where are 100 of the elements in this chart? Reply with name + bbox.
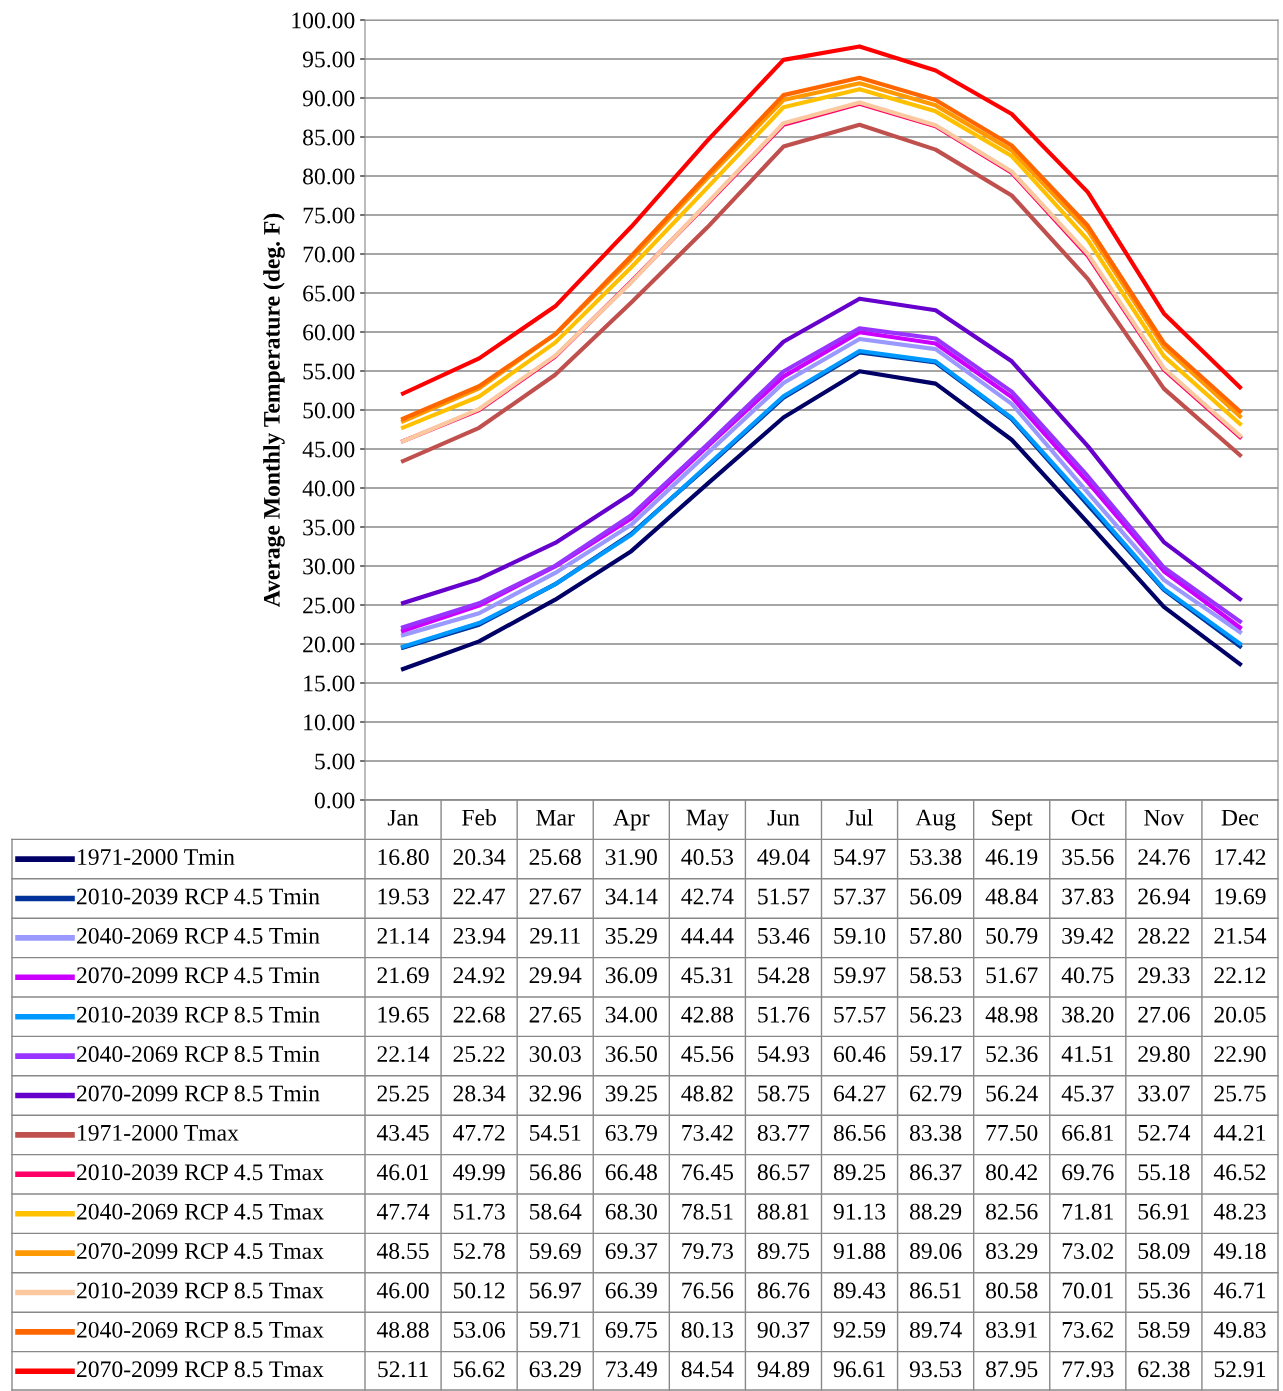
data-label: 37.83 xyxy=(1062,888,1114,905)
data-label: 63.29 xyxy=(529,1361,581,1378)
data-label: 71.81 xyxy=(1062,1203,1113,1220)
data-label: 56.97 xyxy=(530,1282,582,1299)
data-label: 80.42 xyxy=(986,1164,1037,1181)
data-label: 16.80 xyxy=(378,849,429,866)
data-label: 31.90 xyxy=(605,849,657,866)
data-label: 44.44 xyxy=(681,928,734,944)
y-tick-label: 10.00 xyxy=(304,714,355,731)
y-tick-label: 40.00 xyxy=(302,480,355,497)
legend-label: 1971-2000 Tmax xyxy=(78,1124,239,1141)
y-tick-label: 25.00 xyxy=(303,597,355,614)
data-label: 66.39 xyxy=(605,1282,657,1299)
y-tick-label: 85.00 xyxy=(303,129,355,146)
data-label: 45.31 xyxy=(681,967,733,984)
data-label: 83.29 xyxy=(986,1243,1038,1260)
y-tick-label: 50.00 xyxy=(303,402,355,419)
legend-label: 2070-2099 RCP 8.5 Tmin xyxy=(77,1085,320,1102)
data-label: 73.42 xyxy=(682,1124,733,1141)
data-label: 77.50 xyxy=(986,1124,1038,1141)
data-label: 51.73 xyxy=(453,1203,505,1220)
data-label: 56.23 xyxy=(910,1006,962,1023)
data-label: 19.53 xyxy=(378,888,429,905)
data-label: 36.09 xyxy=(605,967,657,984)
data-label: 48.88 xyxy=(376,1321,429,1338)
data-label: 69.75 xyxy=(605,1321,657,1338)
data-label: 23.94 xyxy=(453,927,506,944)
data-label: 84.54 xyxy=(681,1361,734,1378)
data-label: 53.38 xyxy=(910,849,962,866)
data-label: 25.68 xyxy=(529,849,581,866)
data-label: 51.57 xyxy=(758,888,810,905)
data-label: 73.49 xyxy=(606,1361,657,1378)
x-tick-label: Jun xyxy=(767,809,800,826)
legend-label: 2010-2039 RCP 8.5 Tmin xyxy=(77,1006,320,1023)
data-label: 59.69 xyxy=(530,1243,581,1260)
data-label: 89.43 xyxy=(833,1282,886,1299)
data-label: 29.33 xyxy=(1138,967,1190,984)
data-label: 94.89 xyxy=(757,1361,810,1378)
data-label: 46.01 xyxy=(376,1164,429,1181)
data-label: 58.75 xyxy=(758,1085,810,1102)
data-label: 66.81 xyxy=(1062,1124,1113,1141)
data-label: 52.91 xyxy=(1214,1361,1266,1378)
data-label: 91.88 xyxy=(833,1243,886,1260)
data-label: 92.59 xyxy=(833,1321,886,1338)
data-label: 46.52 xyxy=(1213,1164,1266,1181)
data-label: 57.37 xyxy=(834,888,886,905)
x-tick-label: Feb xyxy=(462,808,496,826)
legend-label: 1971-2000 Tmin xyxy=(78,849,235,866)
data-label: 19.65 xyxy=(378,1006,429,1023)
legend-label: 2070-2099 RCP 4.5 Tmax xyxy=(77,1243,324,1260)
data-label: 73.62 xyxy=(1062,1321,1114,1338)
data-label: 80.58 xyxy=(986,1282,1038,1299)
data-label: 21.54 xyxy=(1214,927,1267,944)
data-label: 64.27 xyxy=(833,1085,886,1102)
data-label: 57.80 xyxy=(910,927,962,944)
data-label: 49.04 xyxy=(757,849,810,866)
data-label: 53.06 xyxy=(453,1321,505,1338)
data-label: 62.38 xyxy=(1138,1361,1190,1378)
data-label: 42.88 xyxy=(681,1006,734,1023)
data-label: 47.74 xyxy=(376,1203,430,1220)
data-label: 83.91 xyxy=(986,1321,1037,1338)
data-label: 56.91 xyxy=(1138,1203,1190,1220)
data-label: 26.94 xyxy=(1138,888,1191,905)
data-label: 46.00 xyxy=(376,1282,429,1299)
data-label: 59.17 xyxy=(910,1046,962,1063)
x-tick-label: Nov xyxy=(1144,809,1185,826)
data-label: 86.37 xyxy=(909,1164,962,1181)
x-tick-label: May xyxy=(686,809,729,831)
data-label: 22.68 xyxy=(453,1006,505,1023)
y-tick-label: 5.00 xyxy=(315,753,355,770)
data-label: 69.37 xyxy=(605,1243,658,1260)
data-label: 57.57 xyxy=(834,1006,886,1023)
data-label: 32.96 xyxy=(529,1085,582,1102)
data-label: 76.56 xyxy=(682,1282,734,1299)
data-label: 96.61 xyxy=(833,1361,885,1378)
y-tick-label: 20.00 xyxy=(303,636,355,653)
data-label: 52.11 xyxy=(378,1361,428,1378)
data-label: 20.05 xyxy=(1214,1006,1266,1023)
data-label: 86.76 xyxy=(757,1282,810,1299)
data-label: 58.09 xyxy=(1138,1243,1190,1260)
data-label: 86.56 xyxy=(833,1124,886,1141)
data-label: 73.02 xyxy=(1062,1243,1114,1260)
data-label: 27.65 xyxy=(529,1006,581,1023)
y-tick-label: 95.00 xyxy=(302,51,355,68)
data-label: 39.42 xyxy=(1062,927,1114,944)
data-label: 33.07 xyxy=(1138,1085,1190,1102)
data-label: 56.09 xyxy=(910,888,962,905)
data-label: 93.53 xyxy=(909,1361,962,1378)
data-label: 27.67 xyxy=(529,888,582,905)
data-label: 90.37 xyxy=(757,1321,810,1338)
y-tick-label: 100.00 xyxy=(292,12,355,29)
y-tick-label: 75.00 xyxy=(303,207,355,224)
y-tick-label: 90.00 xyxy=(302,90,355,107)
data-label: 34.00 xyxy=(605,1006,657,1023)
data-label: 22.12 xyxy=(1214,967,1266,984)
data-label: 54.93 xyxy=(758,1046,810,1063)
y-axis-title: Average Monthly Temperature (deg. F) xyxy=(263,213,285,608)
data-label: 89.75 xyxy=(757,1243,810,1260)
legend-label: 2070-2099 RCP 8.5 Tmax xyxy=(77,1361,324,1378)
data-label: 43.45 xyxy=(376,1124,429,1141)
